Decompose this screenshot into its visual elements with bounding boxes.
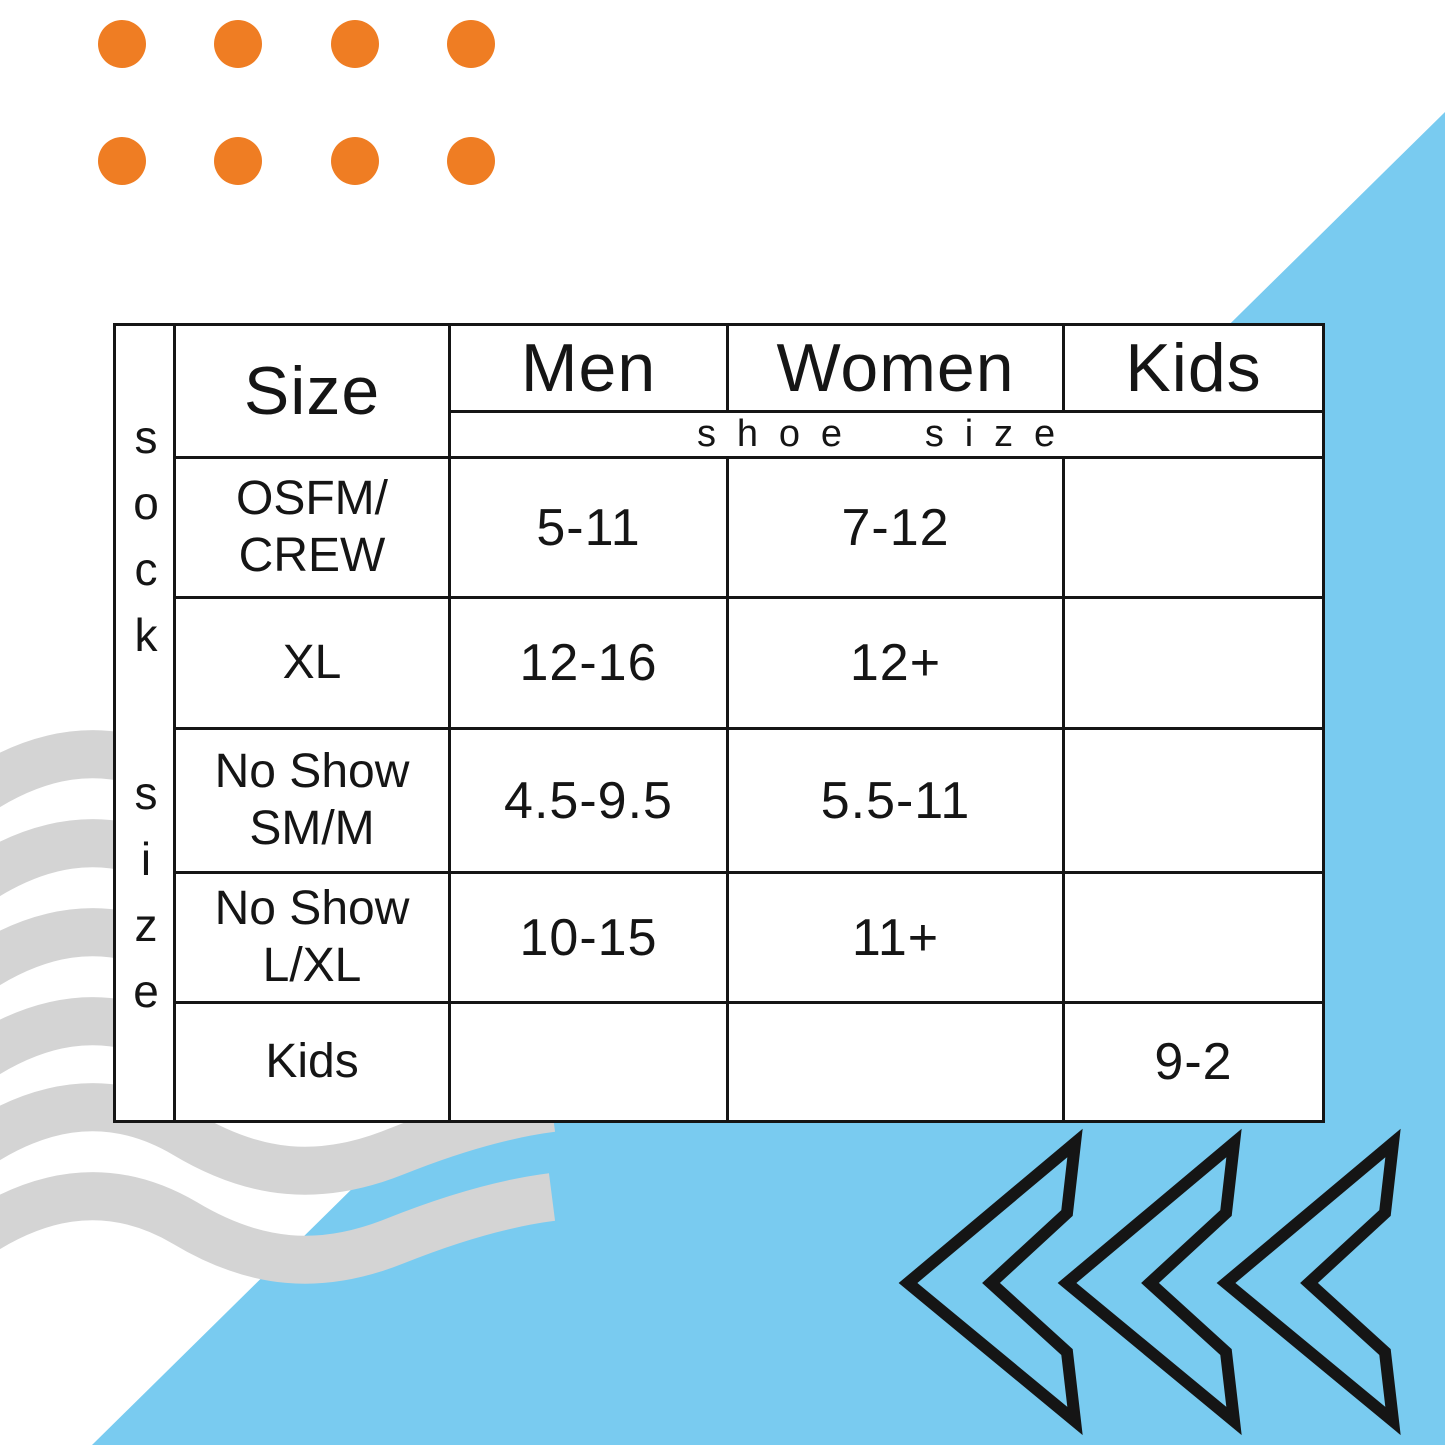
- cell-kids-noshow-lxl: [1062, 871, 1325, 1004]
- row-label-xl: XL: [173, 596, 451, 730]
- column-header-women: Women: [726, 323, 1065, 413]
- cell-men-osfm: 5-11: [448, 456, 729, 599]
- dot: [214, 20, 262, 68]
- cell-women-noshow-smm: 5.5-11: [726, 727, 1065, 874]
- row-label-line2: SM/M: [249, 801, 375, 855]
- column-header-kids: Kids: [1062, 323, 1325, 413]
- row-axis-label: sock size: [120, 410, 172, 1031]
- table-row: XL 12-16 12+: [115, 596, 1325, 730]
- cell-kids-kids: 9-2: [1062, 1001, 1325, 1123]
- table-row: No Show SM/M 4.5-9.5 5.5-11: [115, 727, 1325, 874]
- dot: [331, 20, 379, 68]
- row-label-noshow-lxl: No Show L/XL: [173, 871, 451, 1004]
- row-label-noshow-smm: No Show SM/M: [173, 727, 451, 874]
- wave-stripe: [0, 1083, 556, 1195]
- chevrons-left-group: [898, 1128, 1401, 1436]
- cell-women-xl: 12+: [726, 596, 1065, 730]
- cell-men-kids: [448, 1001, 729, 1123]
- row-label-osfm-crew: OSFM/ CREW: [173, 456, 451, 599]
- dot-grid: [98, 20, 495, 185]
- table-row: Kids 9-2: [115, 1001, 1325, 1123]
- cell-men-noshow-smm: 4.5-9.5: [448, 727, 729, 874]
- dot: [447, 137, 495, 185]
- cell-men-noshow-lxl: 10-15: [448, 871, 729, 1004]
- table-row: No Show L/XL 10-15 11+: [115, 871, 1325, 1004]
- chevron-left-icon: [1057, 1128, 1242, 1436]
- cell-men-xl: 12-16: [448, 596, 729, 730]
- cell-kids-xl: [1062, 596, 1325, 730]
- row-label-line1: No Show: [214, 881, 410, 935]
- row-label-line2: L/XL: [262, 938, 362, 992]
- dot: [447, 20, 495, 68]
- row-label-line1: XL: [282, 635, 342, 689]
- dot: [98, 20, 146, 68]
- subheader-shoe-size: shoe size: [448, 410, 1325, 459]
- cell-women-osfm: 7-12: [726, 456, 1065, 599]
- column-header-men: Men: [448, 323, 729, 413]
- dot: [98, 137, 146, 185]
- cell-women-noshow-lxl: 11+: [726, 871, 1065, 1004]
- dot: [331, 137, 379, 185]
- size-conversion-table: sock size Size Men Women Kids shoe size …: [113, 323, 1325, 1123]
- chevron-left-icon: [1216, 1128, 1401, 1436]
- row-label-kids: Kids: [173, 1001, 451, 1123]
- row-label-line1: No Show: [214, 744, 410, 798]
- cell-kids-osfm: [1062, 456, 1325, 599]
- table-row: OSFM/ CREW 5-11 7-12: [115, 456, 1325, 599]
- dot: [214, 137, 262, 185]
- row-axis-cell: sock size: [113, 323, 176, 1123]
- row-label-line1: OSFM/: [236, 471, 388, 525]
- wave-stripe: [0, 1172, 556, 1284]
- column-header-size: Size: [173, 323, 451, 459]
- chevron-left-icon: [898, 1128, 1083, 1436]
- cell-women-kids: [726, 1001, 1065, 1123]
- row-label-line1: Kids: [265, 1034, 359, 1088]
- row-label-line2: CREW: [238, 528, 386, 582]
- cell-kids-noshow-smm: [1062, 727, 1325, 874]
